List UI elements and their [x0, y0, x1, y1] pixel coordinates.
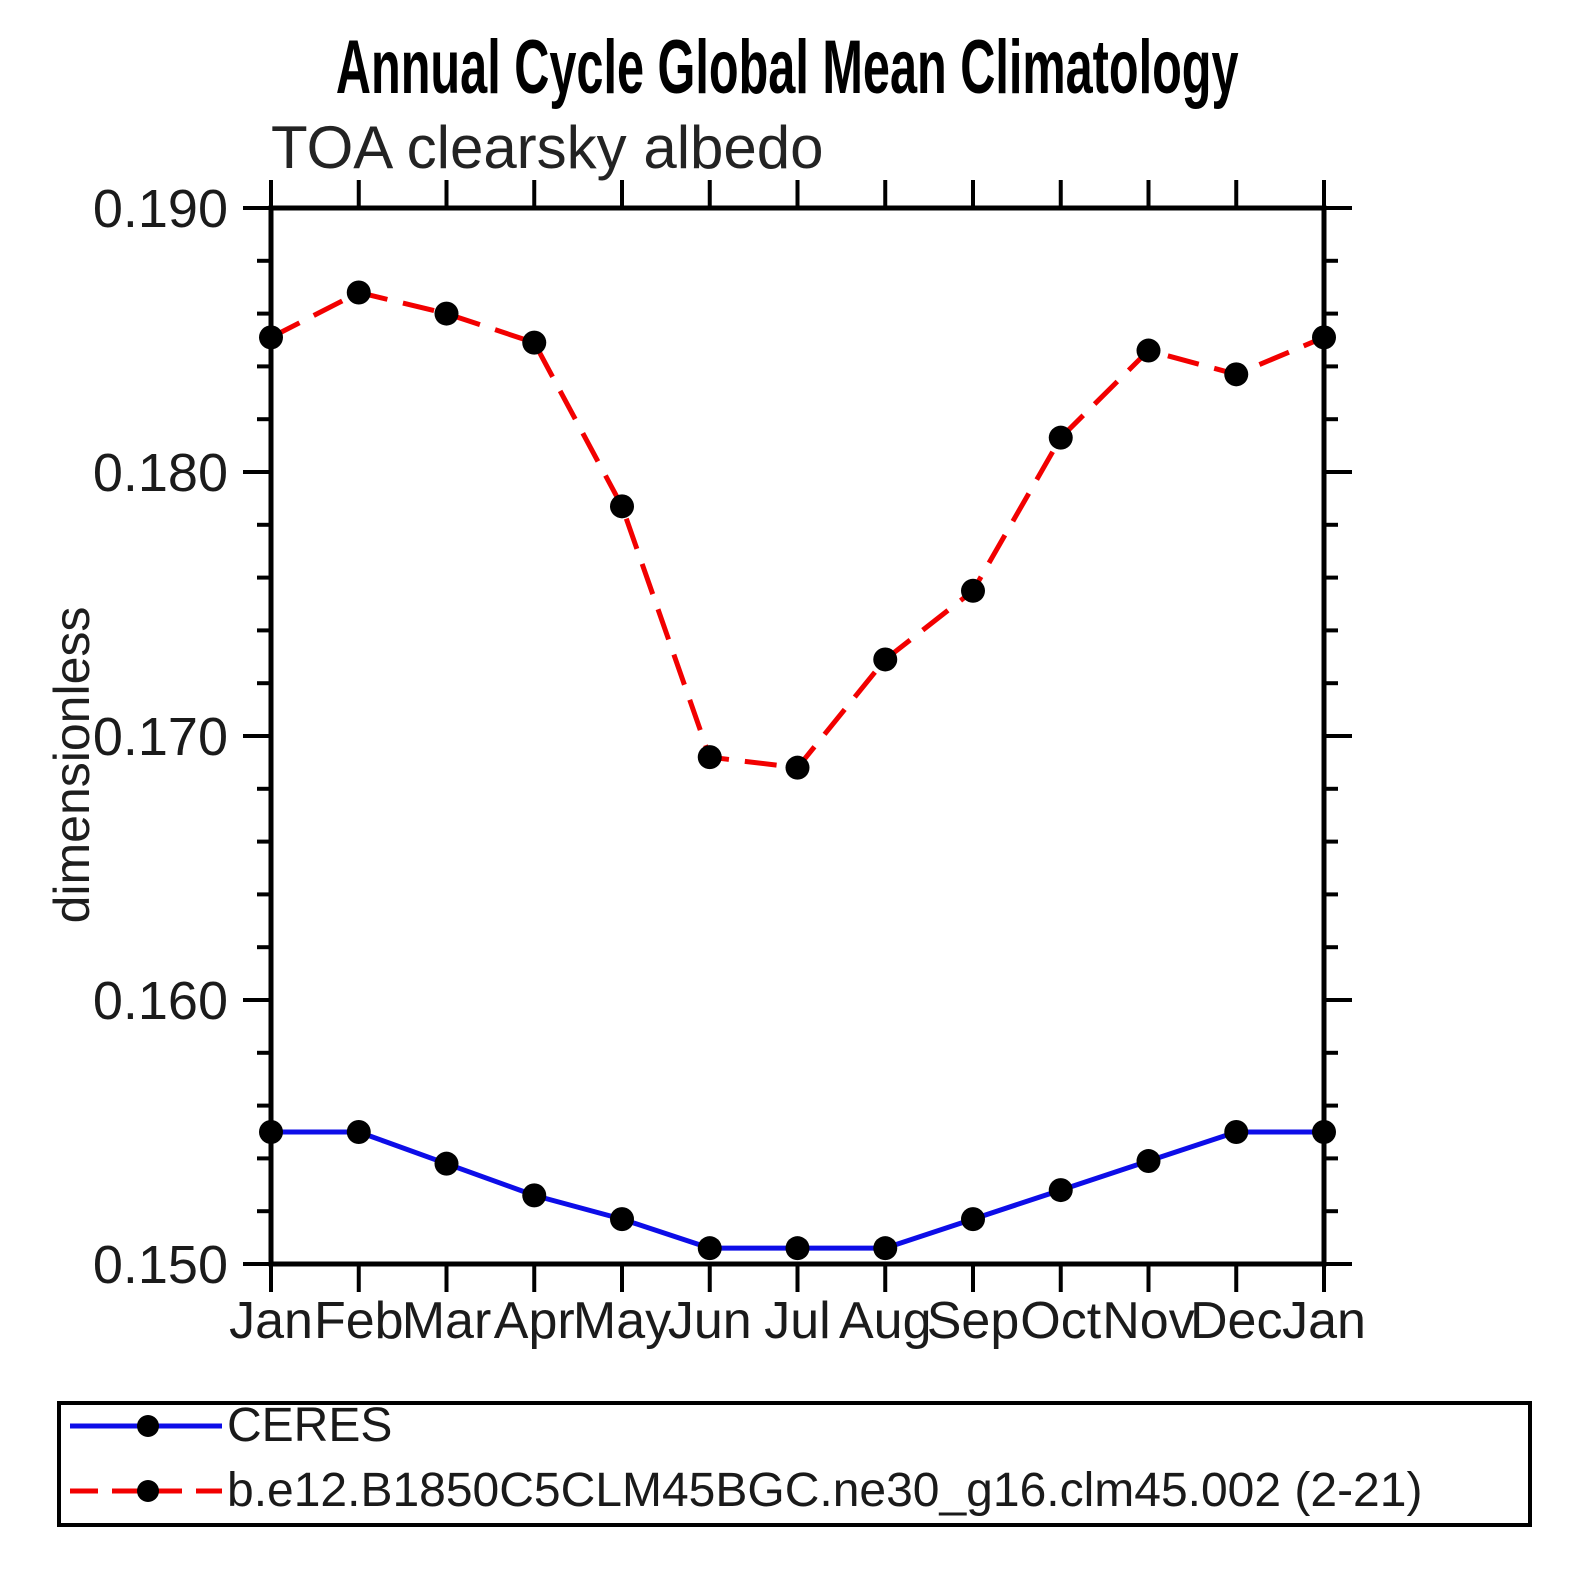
legend-marker-dot [137, 1480, 159, 1502]
x-tick-label: Mar [402, 1292, 492, 1350]
data-point-ceres [434, 1151, 459, 1176]
legend-line-sample [70, 1415, 222, 1437]
x-tick-label: Jun [668, 1292, 752, 1350]
data-point-ceres [610, 1207, 634, 1232]
data-point-model [610, 494, 634, 519]
x-tick-label: May [573, 1292, 671, 1350]
x-tick-label: Sep [927, 1292, 1020, 1350]
data-point-model [697, 745, 722, 770]
x-tick-label: Jan [1282, 1292, 1366, 1350]
data-point-model [873, 647, 898, 672]
data-point-ceres [522, 1183, 547, 1208]
plot-frame [268, 205, 1327, 1267]
x-tick-label: Aug [839, 1292, 932, 1350]
x-tick-label: Jul [764, 1292, 830, 1350]
data-point-ceres [1312, 1120, 1336, 1144]
x-tick-label: Jan [229, 1292, 313, 1350]
data-point-ceres [1048, 1178, 1073, 1203]
x-tick-label: Feb [314, 1292, 404, 1350]
legend-row-ceres: CERES [68, 1402, 392, 1450]
legend-swatch-model [68, 1471, 224, 1511]
legend-label-ceres: CERES [227, 1399, 393, 1452]
chart-subtitle: TOA clearsky albedo [271, 114, 824, 181]
data-point-model [1048, 425, 1073, 450]
y-tick-label: 0.180 [93, 443, 228, 503]
x-tick-label: Dec [1190, 1292, 1282, 1350]
series-line-ceres [271, 1129, 1324, 1251]
data-point-model [1312, 325, 1336, 350]
y-tick-label: 0.170 [93, 707, 228, 767]
legend-swatch-ceres [68, 1406, 224, 1446]
chart-title: Annual Cycle Global Mean Climatology [0, 30, 1575, 106]
x-tick-label: Oct [1020, 1292, 1101, 1350]
data-point-model [434, 301, 459, 326]
legend-line-sample [70, 1480, 222, 1502]
legend-box: CERES b.e12.B1850C5CLM45BGC.ne30_g16.clm… [57, 1401, 1532, 1527]
data-point-model [1224, 362, 1249, 387]
data-point-model [522, 330, 547, 355]
data-point-ceres [346, 1120, 371, 1144]
data-point-model [259, 325, 283, 350]
data-point-model [961, 578, 985, 603]
data-point-ceres [1224, 1120, 1249, 1144]
legend-marker-dot [137, 1415, 159, 1437]
legend-row-model: b.e12.B1850C5CLM45BGC.ne30_g16.clm45.002… [68, 1467, 1422, 1515]
data-point-ceres [785, 1236, 810, 1261]
data-point-ceres [873, 1236, 898, 1261]
data-point-model [1136, 338, 1161, 363]
legend-label-model: b.e12.B1850C5CLM45BGC.ne30_g16.clm45.002… [227, 1464, 1423, 1517]
chart-title-text: Annual Cycle Global Mean Climatology [336, 25, 1239, 110]
y-tick-label: 0.160 [93, 971, 228, 1031]
y-tick-label: 0.190 [93, 179, 228, 239]
data-point-model [346, 280, 371, 305]
data-point-ceres [697, 1236, 722, 1261]
x-tick-label: Apr [494, 1292, 575, 1350]
y-tick-label: 0.150 [93, 1235, 228, 1295]
series-line-model [269, 289, 1325, 771]
x-tick-label: Nov [1102, 1292, 1194, 1350]
data-point-ceres [961, 1207, 985, 1232]
data-point-ceres [259, 1120, 283, 1144]
data-point-ceres [1136, 1149, 1161, 1174]
data-point-model [785, 755, 810, 780]
